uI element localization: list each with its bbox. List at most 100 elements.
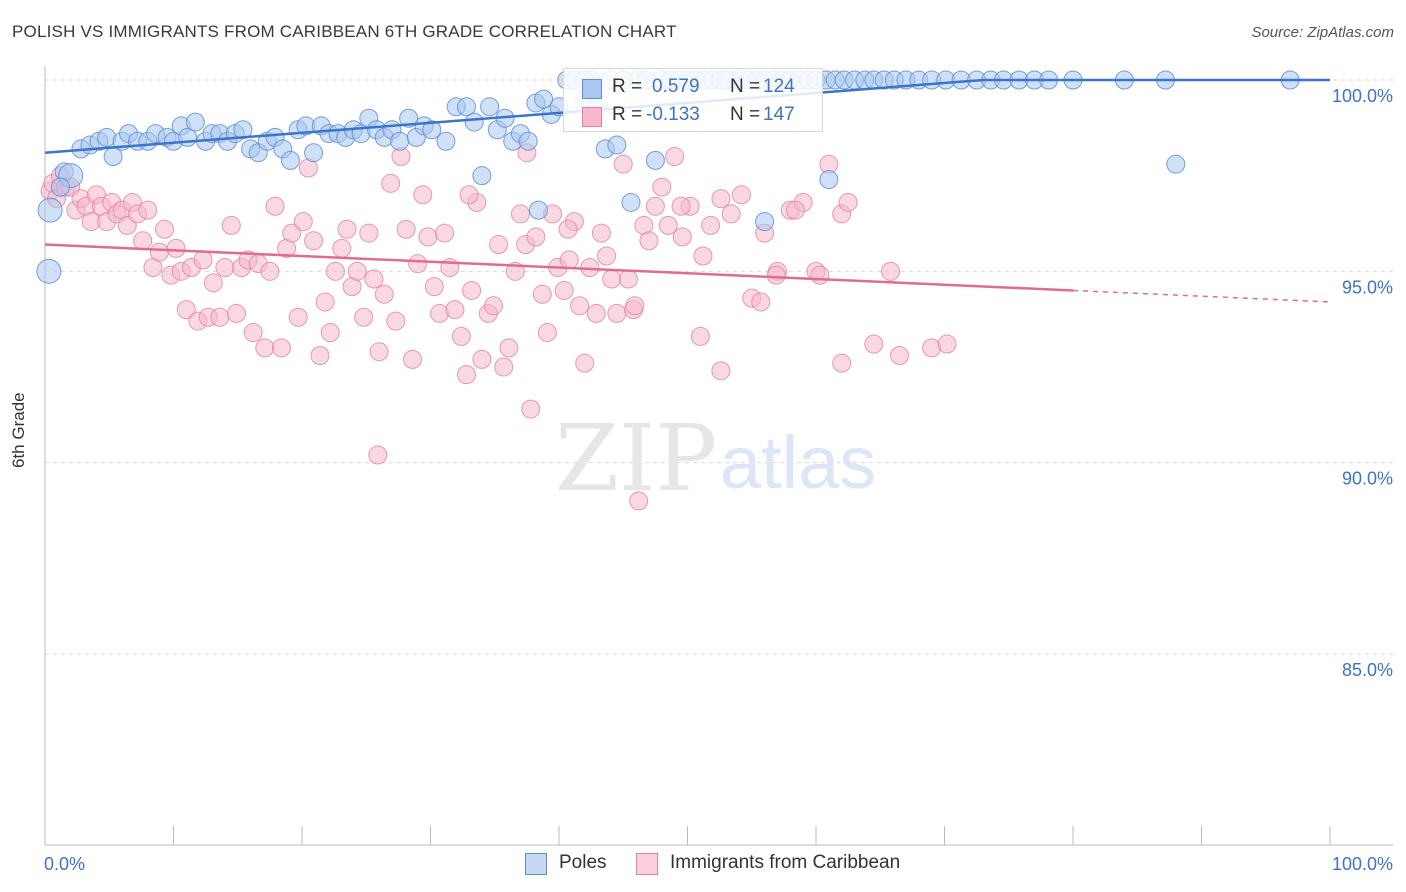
data-point-caribbean: [701, 215, 721, 235]
data-point-caribbean: [881, 261, 901, 281]
data-point-caribbean: [613, 154, 633, 174]
data-point-poles: [645, 150, 665, 170]
axes: [44, 66, 1393, 846]
data-point-poles: [280, 150, 300, 170]
data-point-caribbean: [304, 231, 324, 251]
data-point-caribbean: [359, 223, 379, 243]
data-point-caribbean: [711, 361, 731, 381]
data-point-caribbean: [403, 349, 423, 369]
data-point-caribbean: [166, 238, 186, 258]
data-point-poles: [185, 112, 205, 132]
data-point-caribbean: [255, 338, 275, 358]
legend-swatch-poles: [582, 79, 602, 99]
data-point-caribbean: [193, 250, 213, 270]
data-point-caribbean: [424, 277, 444, 297]
x-tick-label: 0.0%: [44, 854, 85, 874]
data-point-caribbean: [489, 235, 509, 255]
legend-item-caribbean[interactable]: Immigrants from Caribbean: [636, 851, 926, 877]
data-point-poles: [304, 143, 324, 163]
gridlines: 85.0% 90.0% 95.0% 100.0%: [45, 79, 1393, 680]
data-point-caribbean: [418, 227, 438, 247]
data-point-caribbean: [510, 204, 530, 224]
legend-r-value: 0.579: [652, 76, 700, 97]
data-point-caribbean: [271, 338, 291, 358]
x-tick-label: 100.0%: [1332, 854, 1393, 874]
data-point-caribbean: [731, 185, 751, 205]
legend-row-caribbean: R = -0.133 N = 147: [564, 101, 822, 129]
data-point-caribbean: [155, 219, 175, 239]
data-point-caribbean: [288, 307, 308, 327]
data-point-caribbean: [521, 399, 541, 419]
data-point-caribbean: [554, 280, 574, 300]
data-point-caribbean: [243, 323, 263, 343]
watermark-atlas: atlas: [720, 421, 876, 504]
data-point-caribbean: [494, 357, 514, 377]
data-point-caribbean: [618, 269, 638, 289]
chart-title: POLISH VS IMMIGRANTS FROM CARIBBEAN 6TH …: [12, 22, 677, 41]
data-point-caribbean: [575, 353, 595, 373]
data-point-caribbean: [210, 307, 230, 327]
data-point-caribbean: [310, 346, 330, 366]
data-point-caribbean: [672, 227, 692, 247]
legend-item-poles[interactable]: Poles: [525, 851, 625, 877]
data-point-caribbean: [133, 231, 153, 251]
source-label: Source: ZipAtlas.com: [1251, 24, 1394, 41]
data-point-poles: [819, 169, 839, 189]
y-tick-label: 100.0%: [1332, 86, 1393, 106]
data-point-caribbean: [203, 273, 223, 293]
correlation-legend: R = 0.579 N = 124 R = -0.133 N = 147: [563, 68, 823, 132]
data-point-caribbean: [586, 303, 606, 323]
data-point-caribbean: [483, 296, 503, 316]
legend-swatch-caribbean: [636, 853, 658, 875]
data-point-caribbean: [785, 200, 805, 220]
data-point-poles: [456, 97, 476, 117]
data-point-caribbean: [838, 192, 858, 212]
axis-ticks: 0.0% 100.0%: [44, 826, 1393, 874]
data-point-caribbean: [559, 250, 579, 270]
data-point-caribbean: [810, 265, 830, 285]
data-point-poles: [36, 258, 62, 284]
legend-n-value: 147: [763, 104, 795, 125]
data-point-caribbean: [639, 231, 659, 251]
data-point-poles: [528, 200, 548, 220]
data-point-caribbean: [265, 196, 285, 216]
data-point-poles: [50, 177, 70, 197]
trend-line-caribbean: [44, 243, 1074, 292]
data-point-poles: [399, 108, 419, 128]
legend-label-caribbean: Immigrants from Caribbean: [670, 852, 901, 873]
data-point-caribbean: [597, 246, 617, 266]
data-point-caribbean: [138, 200, 158, 220]
data-point-caribbean: [602, 269, 622, 289]
data-point-poles: [233, 120, 253, 140]
data-point-caribbean: [832, 353, 852, 373]
data-point-caribbean: [435, 223, 455, 243]
watermark: ZIP atlas: [555, 405, 876, 512]
data-point-caribbean: [408, 254, 428, 274]
data-point-caribbean: [221, 215, 241, 235]
legend-r-label: R =: [612, 76, 643, 97]
data-point-caribbean: [693, 246, 713, 266]
data-point-caribbean: [462, 280, 482, 300]
y-tick-label: 95.0%: [1342, 277, 1393, 297]
data-point-caribbean: [368, 445, 388, 465]
data-point-caribbean: [766, 265, 786, 285]
data-point-poles: [422, 120, 442, 140]
data-point-caribbean: [721, 204, 741, 224]
data-point-poles: [518, 131, 538, 151]
data-point-caribbean: [456, 365, 476, 385]
data-point-caribbean: [526, 227, 546, 247]
data-point-caribbean: [591, 223, 611, 243]
data-point-poles: [607, 135, 627, 155]
legend-r-label: R =: [612, 104, 643, 125]
data-point-caribbean: [364, 269, 384, 289]
data-point-caribbean: [347, 261, 367, 281]
data-point-caribbean: [459, 185, 479, 205]
data-point-caribbean: [472, 349, 492, 369]
legend-n-label: N =: [730, 76, 761, 97]
data-point-caribbean: [890, 346, 910, 366]
data-point-poles: [390, 131, 410, 151]
y-axis-label: 6th Grade: [9, 392, 28, 468]
data-point-caribbean: [652, 177, 672, 197]
data-point-caribbean: [711, 189, 731, 209]
